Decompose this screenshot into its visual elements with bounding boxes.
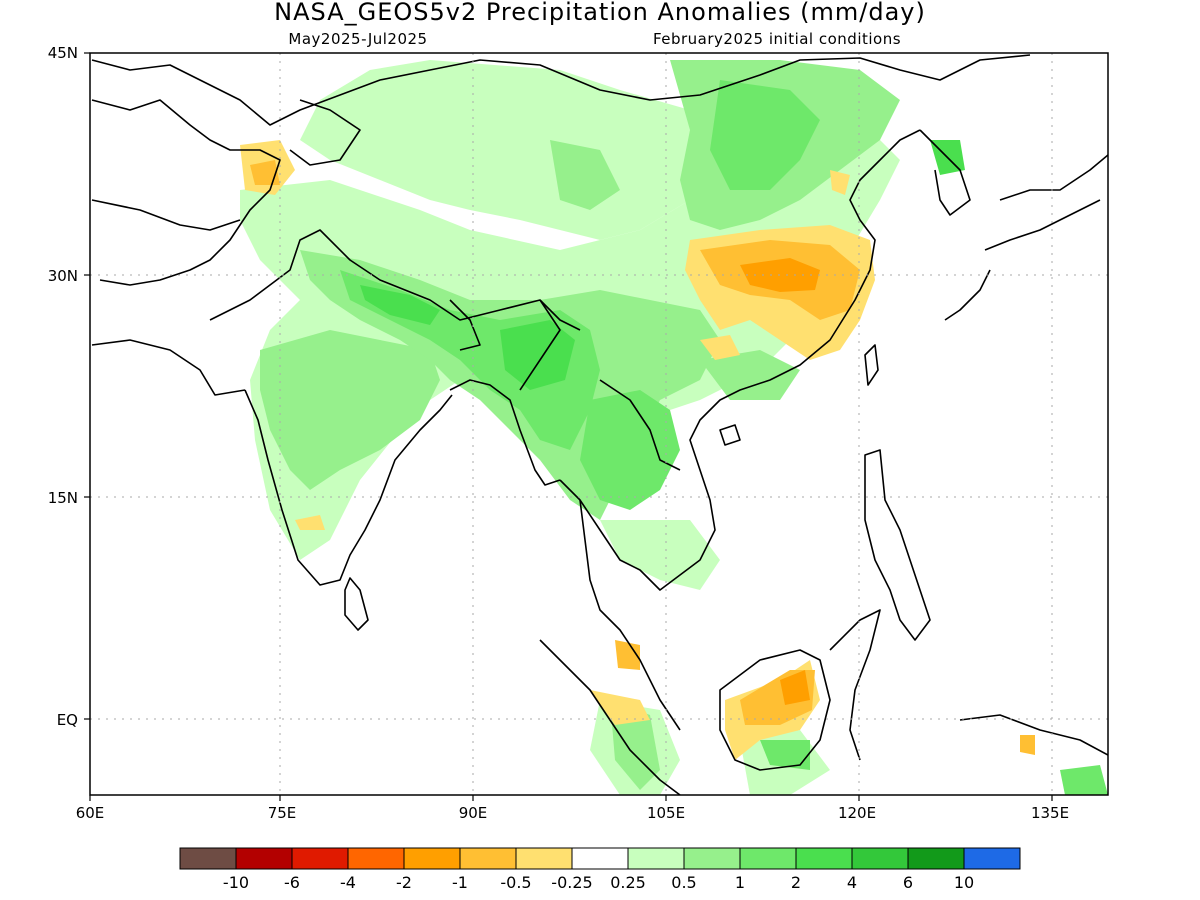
- map-area: [90, 53, 1108, 795]
- colorbar-label: -2: [396, 873, 412, 892]
- lon-label-135e: 135E: [1031, 804, 1069, 822]
- lon-label-90e: 90E: [459, 804, 488, 822]
- colorbar-swatch: [403, 847, 461, 870]
- colorbar-swatch: [571, 847, 629, 870]
- lon-label-60e: 60E: [76, 804, 105, 822]
- map-gridlines: [90, 53, 1108, 795]
- colorbar-label: -4: [340, 873, 356, 892]
- colorbar-swatch: [235, 847, 293, 870]
- colorbar-swatch: [291, 847, 349, 870]
- colorbar-label: -1: [452, 873, 468, 892]
- lat-label-eq: EQ: [57, 711, 78, 729]
- map-frame: [89, 52, 1109, 796]
- colorbar-label: 4: [847, 873, 857, 892]
- colorbar: [179, 847, 1021, 870]
- lon-label-75e: 75E: [268, 804, 297, 822]
- lat-label-30n: 30N: [48, 267, 78, 285]
- colorbar-label: -0.5: [500, 873, 531, 892]
- colorbar-swatch: [963, 847, 1021, 870]
- colorbar-labels: -10 -6 -4 -2 -1 -0.5 -0.25 0.25 0.5 1 2 4 6 10: [223, 873, 974, 892]
- colorbar-label: -6: [284, 873, 300, 892]
- colorbar-label: 1: [735, 873, 745, 892]
- colorbar-swatch: [795, 847, 853, 870]
- colorbar-swatch: [347, 847, 405, 870]
- colorbar-label: 6: [903, 873, 913, 892]
- colorbar-swatch: [179, 847, 237, 870]
- lat-label-45n: 45N: [48, 44, 78, 62]
- colorbar-swatch: [683, 847, 741, 870]
- axis-tick-marks: [84, 52, 1053, 801]
- colorbar-swatch: [907, 847, 965, 870]
- map-title: NASA_GEOS5v2 Precipitation Anomalies (mm…: [274, 0, 926, 26]
- lon-label-120e: 120E: [838, 804, 876, 822]
- forecast-period: May2025-Jul2025: [288, 30, 427, 48]
- colorbar-label: 10: [954, 873, 974, 892]
- lon-label-105e: 105E: [647, 804, 685, 822]
- lat-label-15n: 15N: [48, 489, 78, 507]
- colorbar-label: -0.25: [551, 873, 592, 892]
- colorbar-swatch: [739, 847, 797, 870]
- initial-conditions: February2025 initial conditions: [653, 30, 901, 48]
- coastlines-and-borders: [91, 54, 1108, 795]
- colorbar-swatch: [851, 847, 909, 870]
- colorbar-swatch: [459, 847, 517, 870]
- colorbar-label: -10: [223, 873, 249, 892]
- colorbar-label: 2: [791, 873, 801, 892]
- colorbar-label: 0.25: [610, 873, 646, 892]
- colorbar-swatch: [627, 847, 685, 870]
- colorbar-swatch: [515, 847, 573, 870]
- colorbar-label: 0.5: [671, 873, 696, 892]
